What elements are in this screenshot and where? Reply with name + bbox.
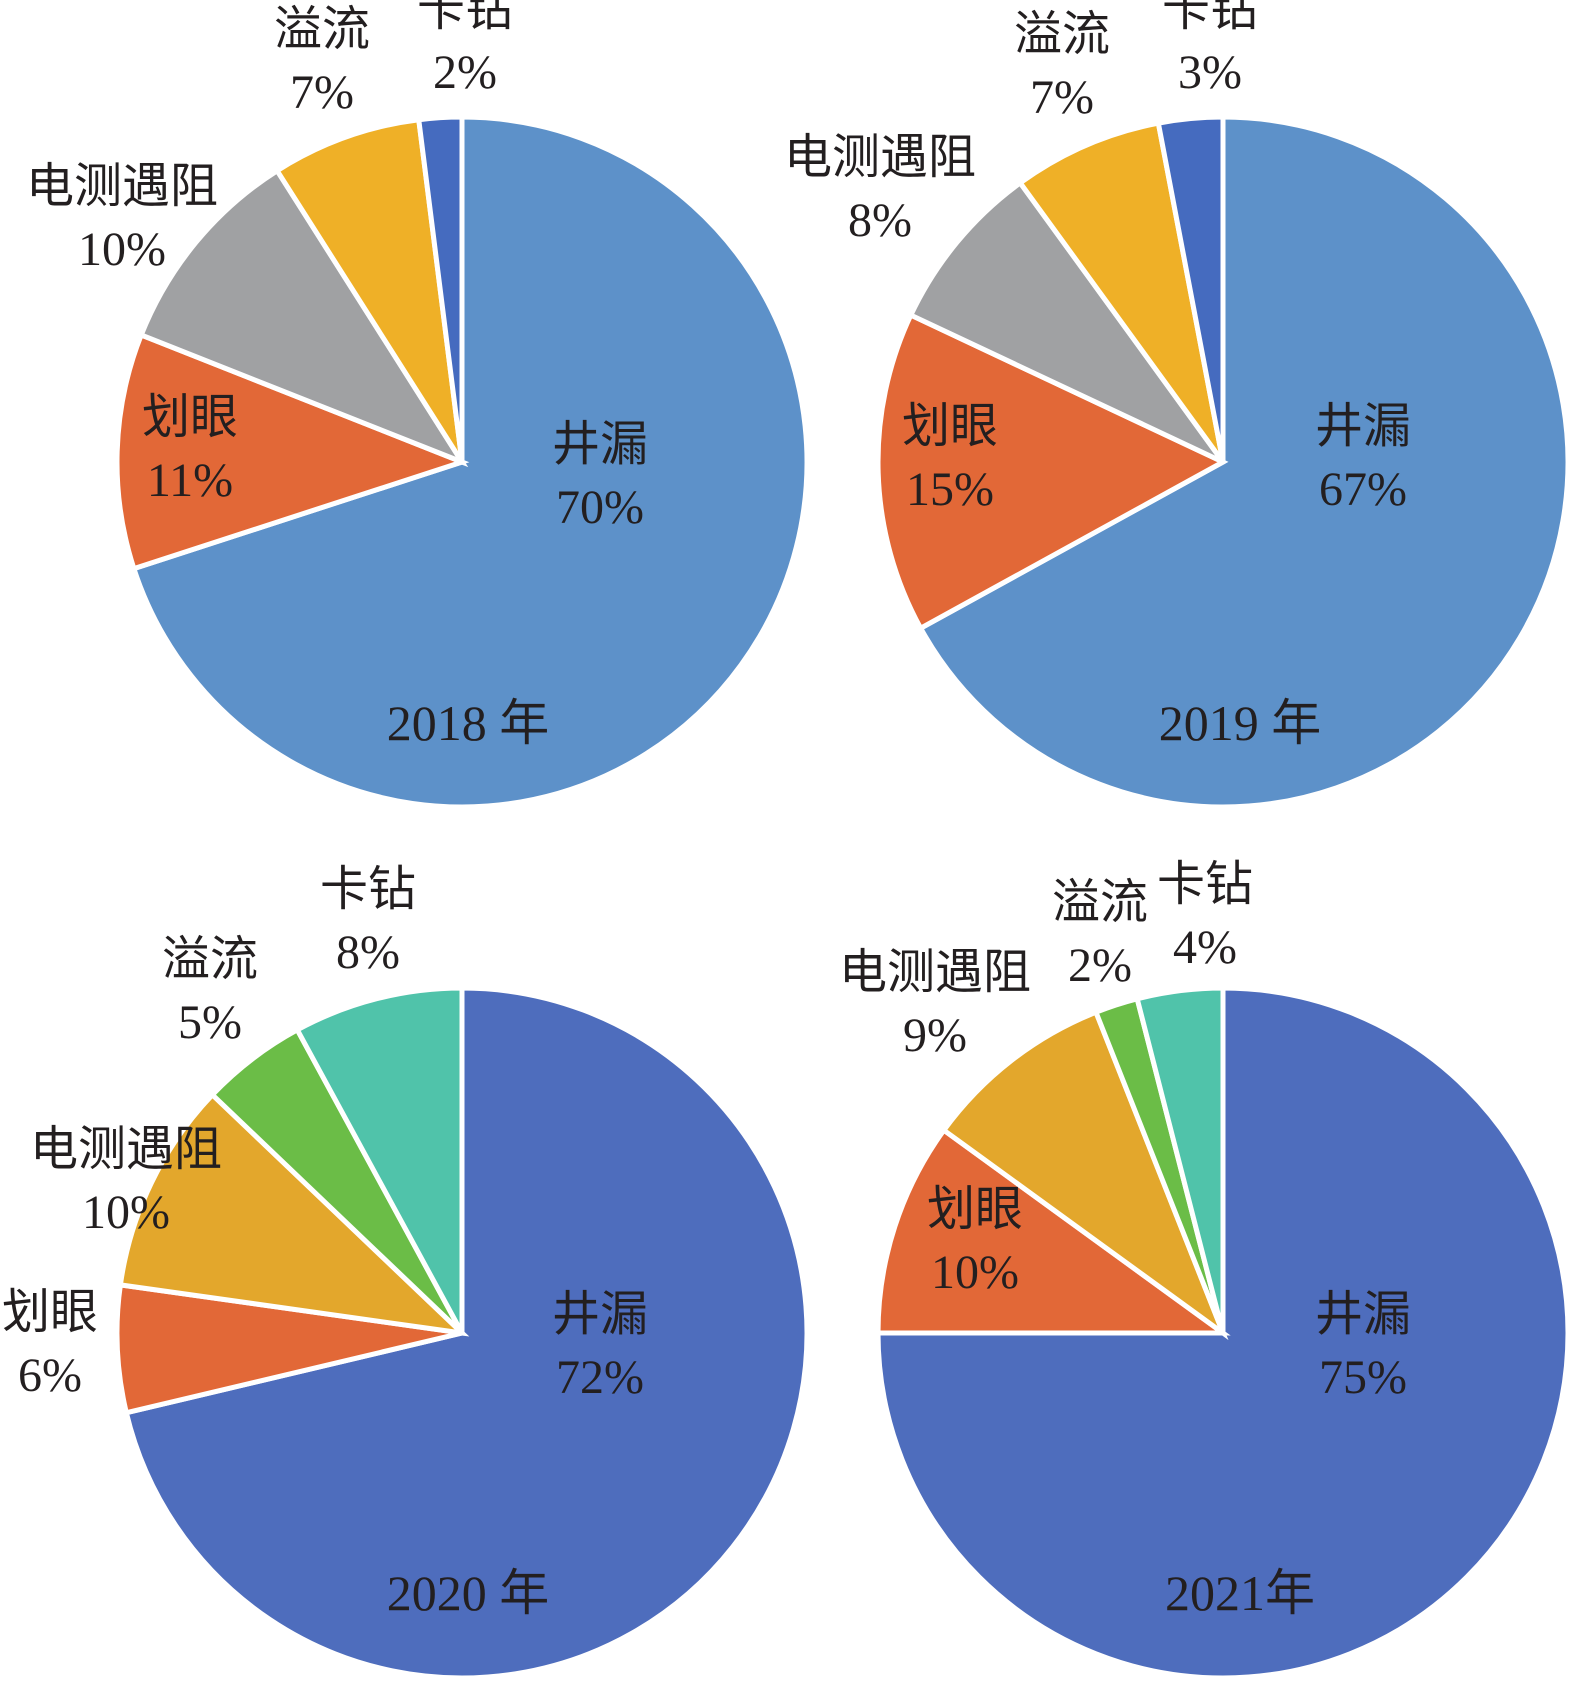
category-label: 井漏 xyxy=(1315,400,1411,453)
category-label: 卡钻 xyxy=(1157,858,1253,911)
category-label: 划眼 xyxy=(142,391,238,444)
category-label: 电测遇阻 xyxy=(839,946,1031,999)
slice-label-well-loss: 井漏 75% xyxy=(1315,1288,1411,1404)
slice-reaming xyxy=(875,311,1229,632)
slice-stuck-pipe xyxy=(293,985,465,1335)
category-label: 卡钻 xyxy=(320,863,416,916)
category-label: 划眼 xyxy=(927,1183,1023,1236)
slice-well-loss xyxy=(875,985,1571,1681)
year-label: 2020 年 xyxy=(387,1565,550,1621)
percent-label: 5% xyxy=(178,996,242,1049)
category-label: 溢流 xyxy=(274,3,370,56)
slice-label-overflow: 溢流 5% xyxy=(162,933,258,1049)
slice-label-stuck-pipe: 卡钻 2% xyxy=(417,0,513,99)
percent-label: 4% xyxy=(1173,921,1237,974)
slice-label-overflow: 溢流 7% xyxy=(1014,8,1110,124)
slice-label-stuck-pipe: 卡钻 4% xyxy=(1157,858,1253,974)
percent-label: 7% xyxy=(1030,71,1094,124)
pie-chart-0: 井漏 70% 划眼 11% 电测遇阻 10% 溢流 7% 卡钻 2% 2018 年 xyxy=(26,0,810,810)
percent-label: 72% xyxy=(556,1351,644,1404)
category-label: 井漏 xyxy=(552,1288,648,1341)
slice-logging-obstruction xyxy=(907,179,1226,465)
percent-label: 11% xyxy=(147,454,233,507)
percent-label: 6% xyxy=(18,1349,82,1402)
slice-logging-obstruction xyxy=(137,167,469,468)
percent-label: 10% xyxy=(82,1186,170,1239)
slice-reaming xyxy=(875,1126,1231,1336)
slice-label-overflow: 溢流 7% xyxy=(274,3,370,119)
slice-stuck-pipe xyxy=(415,114,465,463)
category-label: 井漏 xyxy=(1315,1288,1411,1341)
slice-overflow xyxy=(273,116,465,464)
slice-label-stuck-pipe: 卡钻 3% xyxy=(1162,0,1258,99)
slice-well-loss xyxy=(917,114,1571,810)
category-label: 井漏 xyxy=(552,418,648,471)
year-label: 2021年 xyxy=(1165,1565,1315,1621)
slice-logging-obstruction xyxy=(117,1091,470,1337)
slice-label-logging-obstruction: 电测遇阻 8% xyxy=(784,131,976,247)
percent-label: 10% xyxy=(78,223,166,276)
category-label: 卡钻 xyxy=(417,0,513,36)
slice-label-reaming: 划眼 11% xyxy=(142,391,238,507)
pie-chart-2: 井漏 72% 划眼 6% 电测遇阻 10% 溢流 5% 卡钻 8% 2020 年 xyxy=(2,863,810,1681)
slice-label-well-loss: 井漏 67% xyxy=(1315,400,1411,516)
slice-well-loss xyxy=(130,114,810,810)
slice-label-logging-obstruction: 电测遇阻 9% xyxy=(839,946,1031,1062)
category-label: 溢流 xyxy=(1014,8,1110,61)
slice-stuck-pipe xyxy=(1155,114,1226,463)
slice-label-reaming: 划眼 15% xyxy=(902,400,998,516)
percent-label: 67% xyxy=(1319,463,1407,516)
percent-label: 70% xyxy=(556,481,644,534)
percent-label: 2% xyxy=(1068,939,1132,992)
percent-label: 15% xyxy=(906,463,994,516)
category-label: 划眼 xyxy=(2,1286,98,1339)
percent-label: 75% xyxy=(1319,1351,1407,1404)
category-label: 溢流 xyxy=(1052,876,1148,929)
slice-reaming xyxy=(114,331,470,572)
year-label: 2018 年 xyxy=(387,695,550,751)
slice-well-loss xyxy=(123,985,810,1681)
slice-label-well-loss: 井漏 72% xyxy=(552,1288,648,1404)
category-label: 电测遇阻 xyxy=(784,131,976,184)
slice-label-logging-obstruction: 电测遇阻 10% xyxy=(30,1123,222,1239)
percent-label: 9% xyxy=(903,1009,967,1062)
category-label: 划眼 xyxy=(902,400,998,453)
category-label: 电测遇阻 xyxy=(26,160,218,213)
category-label: 电测遇阻 xyxy=(30,1123,222,1176)
slice-label-reaming: 划眼 6% xyxy=(2,1286,98,1402)
year-label: 2019 年 xyxy=(1159,695,1322,751)
slice-label-stuck-pipe: 卡钻 8% xyxy=(320,863,416,979)
percent-label: 2% xyxy=(433,46,497,99)
pie-chart-3: 井漏 75% 划眼 10% 电测遇阻 9% 溢流 2% 卡钻 4% 2021年 xyxy=(839,858,1571,1681)
category-label: 卡钻 xyxy=(1162,0,1258,36)
percent-label: 7% xyxy=(290,66,354,119)
slice-label-reaming: 划眼 10% xyxy=(927,1183,1023,1299)
category-label: 溢流 xyxy=(162,933,258,986)
slice-stuck-pipe xyxy=(1134,985,1226,1334)
percent-label: 3% xyxy=(1178,46,1242,99)
slice-label-well-loss: 井漏 70% xyxy=(552,418,648,534)
percent-label: 8% xyxy=(336,926,400,979)
slice-label-overflow: 溢流 2% xyxy=(1052,876,1148,992)
slice-logging-obstruction xyxy=(940,1008,1229,1341)
slice-label-logging-obstruction: 电测遇阻 10% xyxy=(26,160,218,276)
percent-label: 10% xyxy=(931,1246,1019,1299)
percent-label: 8% xyxy=(848,194,912,247)
pie-chart-1: 井漏 67% 划眼 15% 电测遇阻 8% 溢流 7% 卡钻 3% 2019 年 xyxy=(784,0,1571,810)
